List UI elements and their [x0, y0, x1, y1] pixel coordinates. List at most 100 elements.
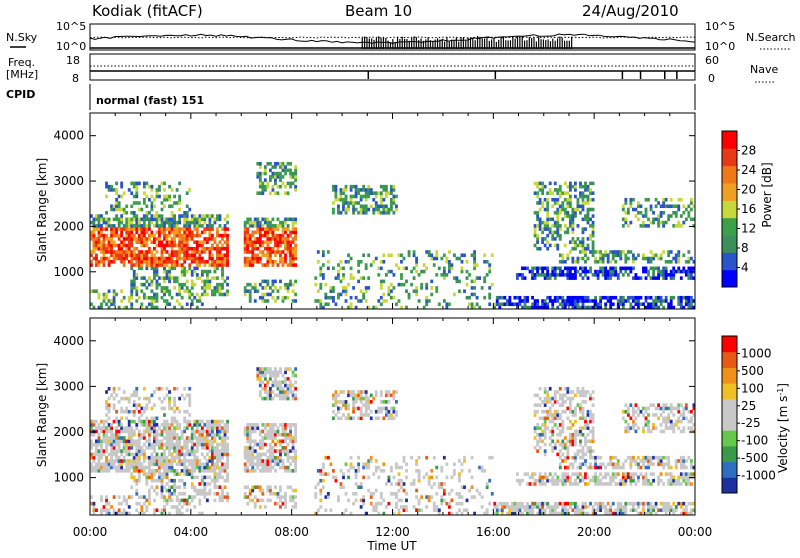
heatmap-cell: [203, 237, 206, 241]
heatmap-cell: [183, 485, 186, 489]
heatmap-cell: [264, 293, 267, 297]
heatmap-cell: [125, 250, 128, 254]
heatmap-cell: [433, 257, 436, 261]
heatmap-cell: [118, 420, 121, 424]
heatmap-cell: [211, 446, 214, 450]
heatmap-cell: [246, 426, 249, 430]
heatmap-cell: [251, 253, 254, 257]
heatmap-cell: [561, 400, 564, 404]
heatmap-cell: [347, 204, 350, 208]
heatmap-cell: [259, 283, 262, 287]
heatmap-cell: [657, 218, 660, 222]
heatmap-cell: [294, 469, 297, 473]
heatmap-cell: [163, 299, 166, 303]
heatmap-cell: [95, 430, 98, 434]
heatmap-cell: [249, 263, 252, 267]
heatmap-cell: [292, 456, 295, 460]
heatmap-cell: [554, 188, 557, 192]
heatmap-cell: [413, 276, 416, 280]
heatmap-cell: [292, 224, 295, 228]
heatmap-cell: [539, 387, 542, 391]
heatmap-cell: [173, 456, 176, 460]
heatmap-cell: [624, 218, 627, 222]
heatmap-cell: [279, 433, 282, 437]
heatmap-cell: [168, 446, 171, 450]
heatmap-cell: [221, 270, 224, 274]
heatmap-cell: [186, 240, 189, 244]
heatmap-cell: [219, 240, 222, 244]
heatmap-cell: [226, 237, 229, 241]
heatmap-cell: [430, 495, 433, 499]
heatmap-cell: [161, 218, 164, 222]
heatmap-cell: [191, 449, 194, 453]
heatmap-cell: [582, 270, 585, 274]
heatmap-cell: [176, 231, 179, 235]
heatmap-cell: [272, 234, 275, 238]
heatmap-cell: [158, 283, 161, 287]
heatmap-cell: [151, 423, 154, 427]
heatmap-cell: [675, 224, 678, 228]
heatmap-cell: [135, 188, 138, 192]
heatmap-cell: [632, 257, 635, 261]
heatmap-cell: [582, 218, 585, 222]
heatmap-cell: [151, 188, 154, 192]
heatmap-cell: [95, 508, 98, 512]
heatmap-cell: [534, 182, 537, 186]
heatmap-cell: [201, 260, 204, 264]
heatmap-cell: [342, 390, 345, 394]
heatmap-cell: [566, 387, 569, 391]
heatmap-cell: [176, 433, 179, 437]
heatmap-cell: [183, 211, 186, 215]
heatmap-cell: [261, 374, 264, 378]
heatmap-cell: [264, 426, 267, 430]
heatmap-cell: [158, 218, 161, 222]
heatmap-cell: [571, 247, 574, 251]
heatmap-cell: [206, 237, 209, 241]
heatmap-cell: [637, 276, 640, 280]
heatmap-cell: [554, 267, 557, 271]
heatmap-cell: [138, 459, 141, 463]
heatmap-cell: [244, 446, 247, 450]
heatmap-cell: [566, 296, 569, 300]
heatmap-cell: [249, 439, 252, 443]
heatmap-cell: [541, 410, 544, 414]
heatmap-cell: [292, 436, 295, 440]
heatmap-cell: [211, 479, 214, 483]
heatmap-cell: [216, 234, 219, 238]
heatmap-cell: [216, 443, 219, 447]
heatmap-cell: [173, 240, 176, 244]
heatmap-cell: [483, 280, 486, 284]
heatmap-cell: [403, 456, 406, 460]
heatmap-cell: [526, 505, 529, 509]
heatmap-cell: [206, 240, 209, 244]
heatmap-cell: [221, 439, 224, 443]
heatmap-cell: [393, 273, 396, 277]
heatmap-cell: [118, 247, 121, 251]
heatmap-cell: [120, 417, 123, 421]
heatmap-cell: [632, 260, 635, 264]
heatmap-cell: [680, 270, 683, 274]
heatmap-cell: [551, 505, 554, 509]
heatmap-cell: [430, 280, 433, 284]
heatmap-cell: [277, 296, 280, 300]
heatmap-cell: [498, 502, 501, 506]
heatmap-cell: [282, 439, 285, 443]
heatmap-cell: [181, 263, 184, 267]
heatmap-cell: [269, 377, 272, 381]
heatmap-cell: [277, 430, 280, 434]
heatmap-cell: [128, 250, 131, 254]
heatmap-cell: [445, 257, 448, 261]
heatmap-cell: [264, 390, 267, 394]
heatmap-cell: [183, 456, 186, 460]
heatmap-cell: [466, 260, 469, 264]
heatmap-cell: [272, 296, 275, 300]
heatmap-cell: [226, 221, 229, 225]
heatmap-cell: [277, 394, 280, 398]
heatmap-cell: [161, 423, 164, 427]
heatmap-cell: [178, 231, 181, 235]
heatmap-cell: [647, 273, 650, 277]
nsky-top-tick: 10^5: [56, 20, 86, 33]
heatmap-cell: [294, 169, 297, 173]
heatmap-cell: [524, 505, 527, 509]
heatmap-cell: [571, 257, 574, 261]
